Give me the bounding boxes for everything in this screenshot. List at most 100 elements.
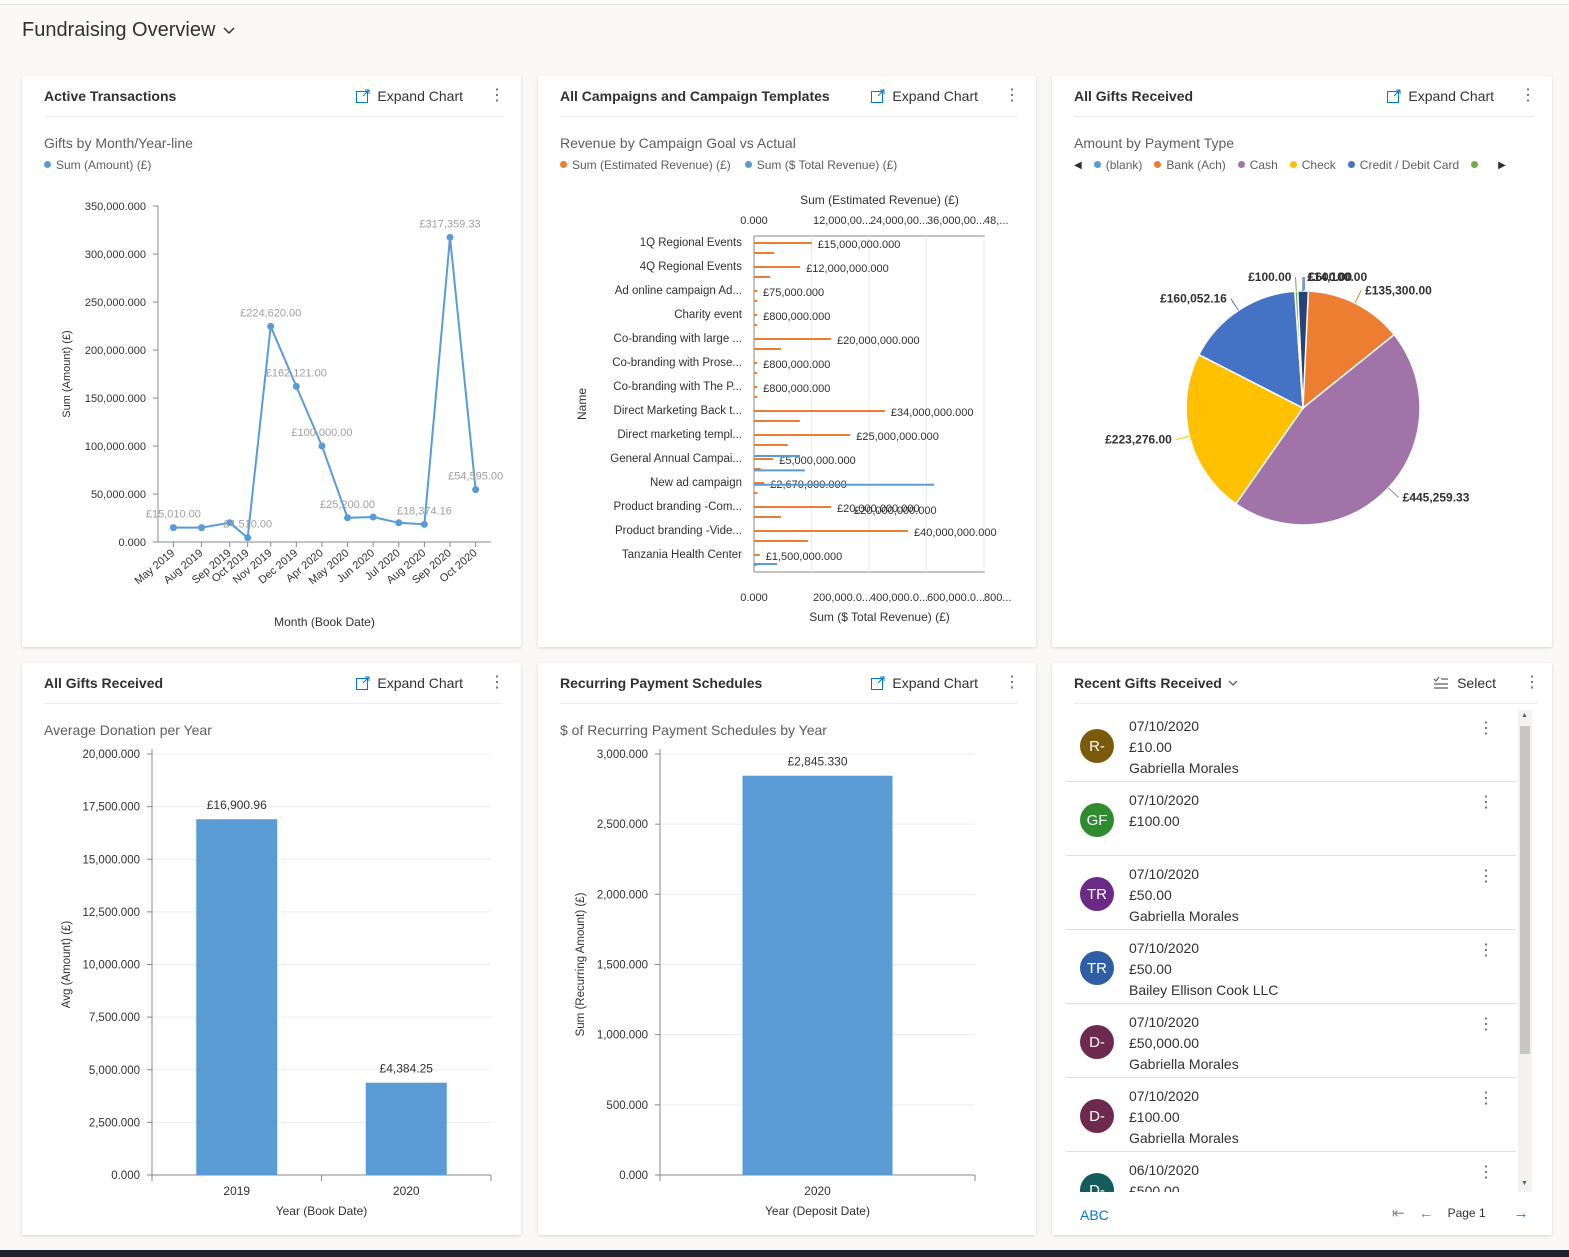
top-tick-label: 36,000,00... <box>927 215 985 227</box>
expand-chart-label: Expand Chart <box>892 88 978 104</box>
more-options-icon[interactable]: ⋮ <box>1478 720 1494 737</box>
bottom-tick-label: 0.000 <box>740 592 768 604</box>
expand-chart-label: Expand Chart <box>377 675 463 691</box>
expand-chart-button[interactable]: Expand Chart <box>355 88 463 104</box>
slice-label: £135,300.00 <box>1365 284 1432 298</box>
more-options-icon[interactable]: ⋮ <box>1478 794 1494 811</box>
gift-date: 06/10/2020 <box>1129 1162 1200 1178</box>
legend-prev-icon[interactable]: ◀ <box>1074 159 1082 171</box>
more-options-icon[interactable]: ⋮ <box>489 87 505 104</box>
category-label: Product branding -Com... <box>614 501 742 513</box>
data-point <box>267 322 275 330</box>
card-header: Active Transactions Expand Chart ⋮ <box>44 76 505 117</box>
data-label: £800,000.000 <box>763 311 830 323</box>
scroll-down-icon[interactable]: ▼ <box>1521 1180 1528 1187</box>
legend-item[interactable]: Sum (Estimated Revenue) (£) <box>560 158 731 172</box>
y-tick-label: 2,500.000 <box>89 1117 140 1129</box>
previous-page-icon[interactable]: ← <box>1418 1204 1434 1222</box>
x-axis-title: Year (Book Date) <box>276 1204 368 1218</box>
more-options-icon[interactable]: ⋮ <box>1478 942 1494 959</box>
more-options-icon[interactable]: ⋮ <box>489 674 505 691</box>
scrollbar-thumb[interactable] <box>1520 726 1530 1054</box>
legend-item[interactable]: Bank (Ach) <box>1154 158 1226 172</box>
category-label: Co-branding with Prose... <box>612 357 742 369</box>
list-item[interactable]: TR 07/10/2020 £50.00 Bailey Ellison Cook LL… <box>1066 930 1516 1004</box>
data-point <box>420 520 428 528</box>
scrollbar[interactable]: ▲ ▼ <box>1518 710 1532 1192</box>
data-label: £16,900.96 <box>207 798 267 812</box>
legend-label: Check <box>1301 158 1336 172</box>
leader-line <box>1294 277 1297 292</box>
y-tick-label: 12,500.000 <box>82 907 140 919</box>
expand-chart-button[interactable]: Expand Chart <box>870 88 978 104</box>
y-tick-label: 0.000 <box>118 537 146 549</box>
abc-filter[interactable]: ABC <box>1080 1207 1109 1223</box>
bar-chart: 0.000 2,500.000 5,000.000 7,500.000 10,000.0… <box>61 749 492 1218</box>
bottom-tick-label: 200,000.0... <box>813 592 871 604</box>
legend-item[interactable]: Check <box>1289 158 1336 172</box>
chart-subtitle: $ of Recurring Payment Schedules by Year <box>560 722 827 738</box>
list-item[interactable]: D- 07/10/2020 £100.00 Gabriella Morales ⋮ <box>1066 1078 1516 1152</box>
legend-item[interactable]: Sum ($ Total Revenue) (£) <box>744 158 897 172</box>
category-label: Direct marketing templ... <box>617 429 742 441</box>
more-options-icon[interactable]: ⋮ <box>1478 1164 1494 1181</box>
legend-item[interactable] <box>1471 158 1479 172</box>
x-tick-label: 2020 <box>393 1184 420 1198</box>
pie-slice <box>1185 353 1305 505</box>
gift-date: 07/10/2020 <box>1129 718 1200 734</box>
list-item[interactable]: D- 07/10/2020 £50,000.00 Gabriella Morales ⋮ <box>1066 1004 1516 1078</box>
card-header: All Gifts Received Expand Chart ⋮ <box>1074 76 1536 117</box>
expand-chart-button[interactable]: Expand Chart <box>355 675 463 691</box>
bar <box>365 1082 447 1175</box>
expand-icon <box>1387 89 1401 103</box>
expand-chart-button[interactable]: Expand Chart <box>1386 88 1494 104</box>
data-label: £5,000,000.000 <box>779 455 855 467</box>
gift-details: 07/10/2020 £100.00 Gabriella Morales <box>1129 1086 1239 1149</box>
card-active-transactions: Active Transactions Expand Chart ⋮ Gifts… <box>22 76 521 647</box>
view-selector[interactable]: Recent Gifts Received <box>1074 675 1433 691</box>
pagination: ⇤ ← Page 1 → <box>1392 1204 1529 1223</box>
more-options-icon[interactable]: ⋮ <box>1520 87 1536 104</box>
gift-name: Gabriella Morales <box>1129 908 1239 924</box>
gift-name: Gabriella Morales <box>1129 1130 1239 1146</box>
legend-item[interactable]: Sum (Amount) (£) <box>44 158 151 172</box>
select-button[interactable]: Select <box>1433 675 1496 691</box>
list-item[interactable]: TR 07/10/2020 £50.00 Gabriella Morales ⋮ <box>1066 856 1516 930</box>
avatar: D- <box>1080 1025 1114 1059</box>
y-tick-label: 2,500.000 <box>597 819 648 831</box>
data-point <box>344 514 352 522</box>
list-item[interactable]: D- 06/10/2020 £500.00 ⋮ <box>1066 1152 1516 1192</box>
more-options-icon[interactable]: ⋮ <box>1004 674 1020 691</box>
card-gifts-by-payment: All Gifts Received Expand Chart ⋮ Amount… <box>1052 76 1552 647</box>
expand-chart-button[interactable]: Expand Chart <box>870 675 978 691</box>
y-tick-label: 50,000.000 <box>91 489 146 501</box>
legend-item[interactable]: Credit / Debit Card <box>1347 158 1459 172</box>
data-point <box>244 534 252 542</box>
more-options-icon[interactable]: ⋮ <box>1524 674 1540 691</box>
legend-next-icon[interactable]: ▶ <box>1498 159 1506 171</box>
legend-item[interactable]: Cash <box>1237 158 1278 172</box>
more-options-icon[interactable]: ⋮ <box>1004 87 1020 104</box>
taskbar <box>0 1250 1569 1257</box>
list-item[interactable]: GF 07/10/2020 £100.00 ⋮ <box>1066 782 1516 856</box>
slice-label: £100.00 <box>1248 270 1292 284</box>
bottom-tick-label: 400,000.0... <box>870 592 928 604</box>
more-options-icon[interactable]: ⋮ <box>1478 1090 1494 1107</box>
page-title[interactable]: Fundraising Overview <box>22 19 235 42</box>
x-tick-label: 2020 <box>804 1184 831 1198</box>
chart-subtitle: Amount by Payment Type <box>1074 135 1235 151</box>
first-page-icon[interactable]: ⇤ <box>1392 1205 1405 1222</box>
expand-icon <box>356 676 370 690</box>
data-point <box>395 519 403 527</box>
data-label: £4,510.00 <box>223 519 272 531</box>
scroll-up-icon[interactable]: ▲ <box>1521 712 1528 719</box>
chart-subtitle: Gifts by Month/Year-line <box>44 135 193 151</box>
legend-item[interactable]: (blank) <box>1093 158 1142 172</box>
data-label: £20,000,000.000 <box>837 335 920 347</box>
more-options-icon[interactable]: ⋮ <box>1478 1016 1494 1033</box>
next-page-icon[interactable]: → <box>1513 1204 1529 1222</box>
more-options-icon[interactable]: ⋮ <box>1478 868 1494 885</box>
category-label: 4Q Regional Events <box>640 261 743 273</box>
y-tick-label: 200,000.000 <box>85 345 146 357</box>
list-item[interactable]: R- 07/10/2020 £10.00 Gabriella Morales ⋮ <box>1066 708 1516 782</box>
